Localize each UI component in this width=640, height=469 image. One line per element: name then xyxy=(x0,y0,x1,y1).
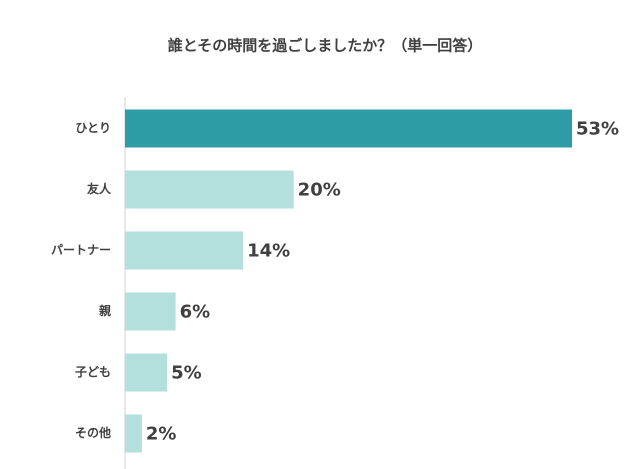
value-label: 14% xyxy=(247,241,290,262)
bar xyxy=(125,170,294,209)
category-label: その他 xyxy=(75,425,111,440)
category-label: パートナー xyxy=(51,243,111,257)
bar xyxy=(125,292,176,331)
value-label: 2% xyxy=(146,424,177,445)
bar xyxy=(125,353,168,392)
chart-title: 誰とその時間を過ごしましたか？（単一回答） xyxy=(168,37,483,55)
category-label: ひとり xyxy=(75,121,111,135)
category-label: 子ども xyxy=(75,365,111,379)
category-label: 親 xyxy=(99,303,111,318)
value-label: 5% xyxy=(171,363,202,384)
category-label: 友人 xyxy=(86,181,112,196)
value-label: 6% xyxy=(180,302,211,323)
value-label: 20% xyxy=(298,180,341,201)
bar xyxy=(125,414,142,453)
bar xyxy=(125,109,572,148)
value-label: 53% xyxy=(576,119,619,140)
bar xyxy=(125,231,244,270)
